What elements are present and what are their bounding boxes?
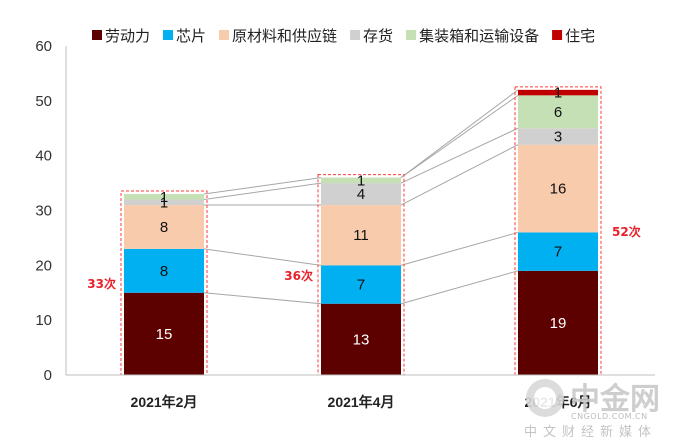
bar-segment [321, 265, 401, 304]
total-label: 36次 [284, 268, 313, 283]
legend-swatch [552, 30, 563, 40]
data-label: 7 [554, 244, 562, 261]
legend-label: 住宅 [565, 27, 595, 45]
y-tick-label: 30 [35, 203, 52, 220]
legend-swatch [406, 30, 417, 40]
bar-segment [321, 205, 401, 266]
y-tick-label: 0 [44, 367, 52, 384]
bar-segment [124, 205, 204, 249]
bar-segment [518, 89, 598, 96]
watermark-logo-inner [534, 387, 556, 409]
bar-segment [518, 232, 598, 271]
data-label: 3 [554, 128, 562, 145]
data-label: 1 [357, 172, 365, 189]
data-label: 1 [160, 194, 168, 211]
bar-segment [124, 194, 204, 200]
bar-segment [518, 128, 598, 145]
y-tick-label: 40 [35, 148, 52, 165]
y-tick-label: 60 [35, 38, 52, 55]
legend-label: 原材料和供应链 [232, 27, 337, 45]
legend-label: 存货 [363, 27, 393, 45]
connector-lines [203, 89, 519, 305]
y-tick-label: 50 [35, 93, 52, 110]
data-label: 8 [160, 263, 168, 280]
legend-swatch [92, 30, 102, 40]
legend-label: 集装箱和运输设备 [419, 27, 539, 45]
connector-line [400, 231, 519, 266]
watermark-tagline: 中文财经新媒体 [524, 424, 657, 440]
data-label: 15 [156, 326, 173, 343]
bar-segment [124, 248, 204, 293]
x-axis: 2021年2月2021年4月2021年6月 [66, 374, 655, 410]
bar-segment [124, 292, 204, 375]
data-label: 11 [353, 227, 369, 244]
y-tick-label: 20 [35, 257, 52, 274]
data-label: 1 [554, 85, 562, 102]
bar-segment [321, 177, 401, 184]
watermark-logo-text: 中金网 [570, 382, 660, 417]
legend-swatch [219, 30, 230, 40]
connector-line [203, 248, 322, 266]
x-tick-label: 2021年2月 [131, 394, 198, 410]
x-tick-label: 2021年4月 [328, 394, 395, 410]
bar-segment [124, 199, 204, 206]
bar-segment [518, 144, 598, 233]
legend-label: 劳动力 [105, 27, 150, 45]
total-label: 52次 [612, 224, 641, 239]
watermark-site: CNGOLD.COM.CN [571, 412, 648, 421]
connector-line [400, 127, 519, 184]
total-box [317, 174, 405, 376]
legend: 劳动力 芯片 原材料和供应链 存货 集装箱和运输设备 住宅 [92, 27, 595, 45]
connector-line [400, 270, 519, 305]
data-label: 19 [550, 315, 567, 332]
connector-line [203, 292, 322, 305]
total-label: 33次 [87, 276, 116, 291]
bar-segment [518, 270, 598, 375]
bar-segment [321, 303, 401, 375]
connector-line [400, 89, 519, 179]
bars [124, 89, 598, 375]
y-axis: 0 10 20 30 40 50 60 [35, 38, 67, 384]
data-label: 6 [554, 104, 562, 121]
data-label: 8 [160, 219, 168, 236]
legend-swatch [163, 30, 174, 40]
watermark: 中金网 CNGOLD.COM.CN 中文财经新媒体 [524, 379, 660, 440]
data-label: 1 [160, 189, 168, 206]
connector-line [203, 177, 322, 195]
data-label: 7 [357, 277, 365, 294]
legend-label: 芯片 [176, 27, 206, 45]
connector-line [203, 182, 322, 201]
y-tick-label: 10 [35, 312, 52, 329]
data-label: 16 [550, 181, 567, 198]
bar-segment [321, 183, 401, 206]
data-label: 4 [357, 186, 365, 203]
connector-line [400, 144, 519, 206]
connector-line [400, 94, 519, 179]
data-label: 13 [353, 331, 370, 348]
bar-segment [518, 95, 598, 129]
legend-swatch [350, 30, 361, 40]
